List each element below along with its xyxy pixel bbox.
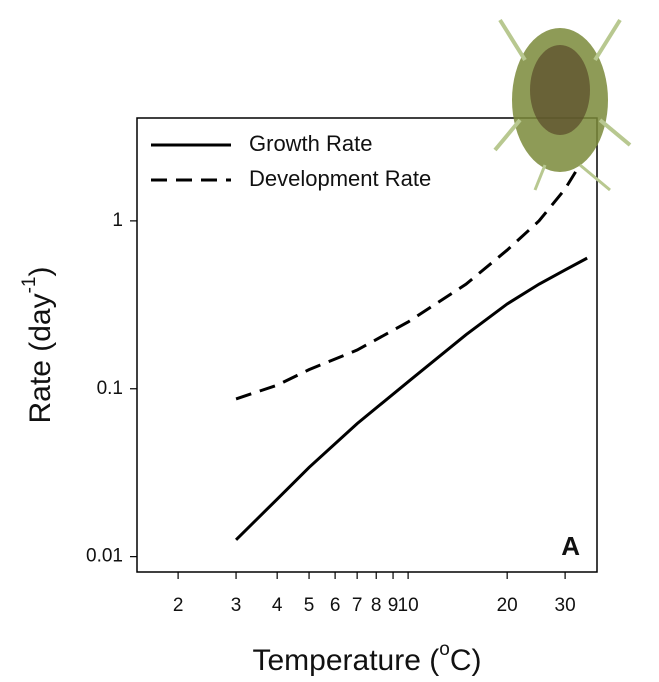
x-tick-label: 8 xyxy=(371,595,382,616)
x-tick-label: 5 xyxy=(304,595,315,616)
copepod-image xyxy=(493,18,632,192)
x-tick-label: 4 xyxy=(272,595,283,616)
legend-label: Growth Rate xyxy=(249,131,373,156)
x-tick-label: 7 xyxy=(352,595,363,616)
x-label-sup: o xyxy=(439,639,450,660)
x-label-text: Temperature ( xyxy=(253,644,440,677)
y-label-sup: -1 xyxy=(19,277,40,294)
legend-label: Development Rate xyxy=(249,166,431,191)
plot-frame xyxy=(136,117,598,573)
x-tick-label: 9 xyxy=(388,595,399,616)
x-tick-label: 20 xyxy=(497,595,518,616)
x-tick-label: 2 xyxy=(173,595,184,616)
series-line xyxy=(235,165,581,401)
y-label-end: ) xyxy=(24,267,57,277)
x-tick-label: 6 xyxy=(330,595,341,616)
y-tick-label: 0.1 xyxy=(97,378,123,399)
x-tick-label: 30 xyxy=(555,595,576,616)
series-line xyxy=(235,256,588,541)
y-tick-label: 0.01 xyxy=(86,546,123,567)
x-tick-label: 10 xyxy=(398,595,419,616)
y-axis-label: Rate (day-1) xyxy=(19,267,57,424)
panel-label: A xyxy=(561,531,580,561)
x-label-end: C) xyxy=(450,644,482,677)
y-tick-label: 1 xyxy=(112,210,123,231)
x-tick-label: 3 xyxy=(231,595,242,616)
x-axis-label: Temperature (oC) xyxy=(253,639,482,677)
y-label-text: Rate (day xyxy=(24,293,57,423)
